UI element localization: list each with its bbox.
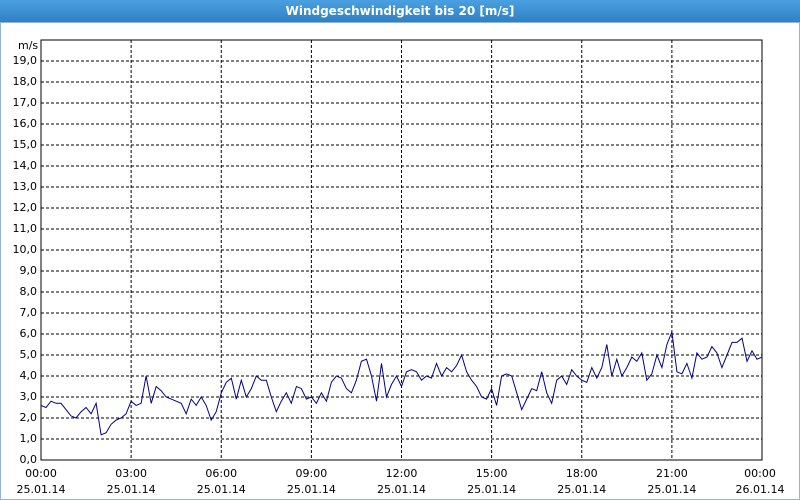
x-tick-label: 00:00 25.01.14 [16, 467, 66, 496]
y-tick-label: 18,0 [13, 75, 38, 88]
y-tick-label: 3,0 [20, 390, 38, 403]
y-tick-label: 6,0 [20, 327, 38, 340]
y-tick-label: 4,0 [20, 369, 38, 382]
y-tick-label: 15,0 [13, 138, 38, 151]
x-tick-label: 18:00 25.01.14 [557, 467, 607, 496]
y-tick-label: 9,0 [20, 264, 38, 277]
x-tick-label: 00:00 26.01.14 [735, 467, 785, 496]
y-tick-label: 5,0 [20, 348, 38, 361]
y-tick-label: 14,0 [13, 159, 38, 172]
y-tick-label: 11,0 [13, 222, 38, 235]
y-tick-label: 19,0 [13, 54, 38, 67]
window-border [0, 22, 800, 500]
y-tick-label: 2,0 [20, 411, 38, 424]
y-unit: m/s [18, 39, 38, 52]
title-bar: Windgeschwindigkeit bis 20 [m/s] [0, 0, 800, 22]
y-tick-label: 12,0 [13, 201, 38, 214]
y-tick-label: 1,0 [20, 432, 38, 445]
x-tick-label: 12:00 25.01.14 [377, 467, 426, 496]
x-tick-label: 21:00 25.01.14 [647, 467, 697, 496]
y-tick-label: 17,0 [13, 96, 38, 109]
line [40, 331, 763, 436]
x-tick-label: 15:00 25.01.14 [467, 467, 517, 496]
y-tick-label: 10,0 [13, 243, 38, 256]
y-tick-label: 0,0 [20, 453, 38, 466]
x-tick-label: 06:00 25.01.14 [196, 467, 246, 496]
plot-frame [40, 39, 763, 461]
y-tick-label: 16,0 [13, 117, 38, 130]
y-tick-label: 7,0 [20, 306, 38, 319]
x-tick-label: 03:00 25.01.14 [106, 467, 156, 496]
y-tick-label: 13,0 [13, 180, 38, 193]
x-tick-label: 09:00 25.01.14 [286, 467, 336, 496]
y-tick-label: 8,0 [20, 285, 38, 298]
